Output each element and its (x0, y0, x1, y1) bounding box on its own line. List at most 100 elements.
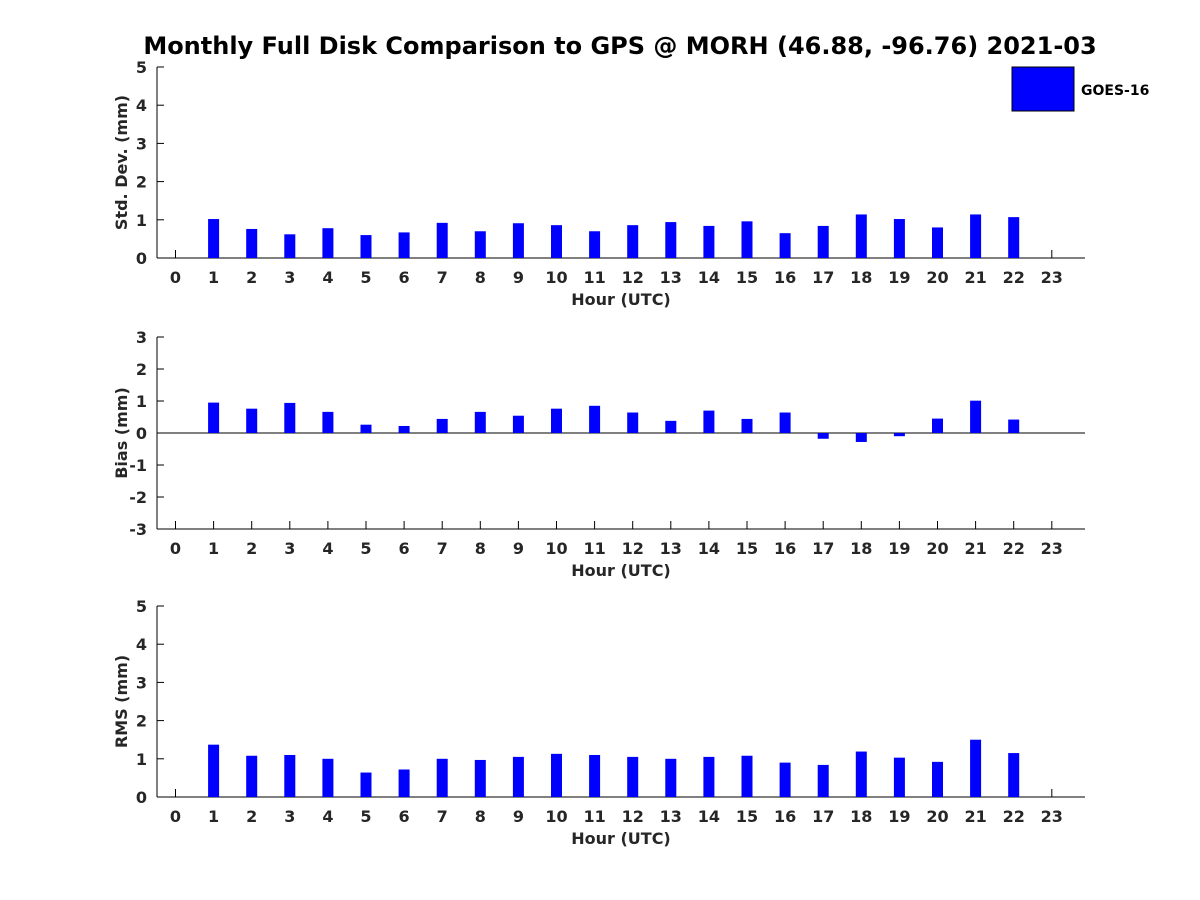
x-tick-label: 21 (964, 807, 986, 826)
y-tick-label: 3 (136, 134, 147, 153)
x-tick-label: 10 (545, 807, 567, 826)
bar (436, 222, 448, 258)
x-axis-label: Hour (UTC) (571, 829, 671, 848)
x-tick-label: 4 (322, 268, 333, 287)
bar (627, 756, 639, 797)
x-tick-label: 18 (850, 539, 872, 558)
x-tick-label: 15 (736, 807, 758, 826)
x-tick-label: 14 (698, 807, 720, 826)
bar (551, 225, 562, 258)
x-tick-label: 14 (698, 539, 720, 558)
x-tick-label: 21 (964, 268, 986, 287)
bar (970, 214, 982, 258)
x-tick-label: 20 (926, 539, 948, 558)
bar (208, 219, 220, 258)
x-tick-label: 1 (208, 539, 219, 558)
x-tick-label: 0 (170, 539, 181, 558)
bar (817, 433, 829, 439)
bar (703, 756, 715, 797)
bar (474, 411, 486, 433)
x-tick-label: 2 (246, 268, 257, 287)
x-tick-label: 5 (360, 807, 371, 826)
y-tick-label: -2 (129, 488, 147, 507)
bar (970, 739, 982, 797)
bar (855, 214, 867, 258)
x-tick-label: 7 (437, 268, 448, 287)
bar (474, 759, 486, 797)
bar (322, 228, 334, 258)
x-axis-label: Hour (UTC) (571, 561, 671, 580)
bar (627, 412, 639, 433)
x-tick-label: 12 (622, 807, 644, 826)
y-tick-label: 4 (136, 96, 147, 115)
x-tick-label: 7 (437, 539, 448, 558)
x-tick-label: 23 (1041, 807, 1063, 826)
bar (436, 418, 448, 433)
x-tick-label: 19 (888, 268, 910, 287)
x-tick-label: 0 (170, 268, 181, 287)
bar (322, 758, 334, 797)
y-axis-label: Std. Dev. (mm) (112, 95, 131, 230)
y-tick-label: 3 (136, 673, 147, 692)
bar (779, 412, 791, 433)
x-tick-label: 15 (736, 539, 758, 558)
y-tick-label: 5 (136, 597, 147, 616)
x-tick-label: 4 (322, 807, 333, 826)
bar (932, 227, 943, 258)
bar (932, 418, 943, 433)
bar (855, 433, 867, 442)
bar (665, 420, 677, 433)
x-tick-label: 5 (360, 268, 371, 287)
bar (551, 753, 562, 797)
x-tick-label: 15 (736, 268, 758, 287)
bar (855, 751, 867, 797)
y-axis-label: RMS (mm) (112, 655, 131, 748)
bar (284, 402, 296, 433)
bar (512, 756, 524, 797)
y-tick-label: 4 (136, 635, 147, 654)
bar (665, 758, 677, 797)
x-tick-label: 22 (1003, 539, 1025, 558)
bar (512, 223, 524, 258)
x-tick-label: 23 (1041, 268, 1063, 287)
x-tick-label: 22 (1003, 268, 1025, 287)
y-tick-label: 1 (136, 392, 147, 411)
bar (246, 228, 258, 258)
x-tick-label: 13 (660, 268, 682, 287)
y-tick-label: 1 (136, 750, 147, 769)
x-tick-label: 2 (246, 539, 257, 558)
x-tick-label: 0 (170, 807, 181, 826)
x-tick-label: 6 (399, 268, 410, 287)
x-tick-label: 1 (208, 268, 219, 287)
bar (398, 425, 410, 433)
bar (398, 232, 410, 258)
x-tick-label: 9 (513, 268, 524, 287)
x-tick-label: 19 (888, 539, 910, 558)
x-tick-label: 13 (660, 539, 682, 558)
bar (589, 231, 601, 258)
bar (627, 225, 639, 258)
bar (1008, 753, 1020, 797)
bar (817, 225, 829, 258)
bar (551, 408, 562, 433)
x-tick-label: 23 (1041, 539, 1063, 558)
x-tick-label: 9 (513, 539, 524, 558)
x-tick-label: 10 (545, 539, 567, 558)
bar (360, 235, 372, 258)
bar (703, 225, 715, 258)
bar (817, 764, 829, 797)
y-tick-label: 5 (136, 58, 147, 77)
x-tick-label: 22 (1003, 807, 1025, 826)
x-tick-label: 12 (622, 539, 644, 558)
x-tick-label: 11 (583, 539, 605, 558)
x-tick-label: 12 (622, 268, 644, 287)
x-tick-label: 3 (284, 268, 295, 287)
bar (893, 219, 905, 258)
x-tick-label: 18 (850, 807, 872, 826)
bar (1008, 217, 1020, 258)
bar (208, 402, 220, 433)
bar (398, 769, 410, 797)
